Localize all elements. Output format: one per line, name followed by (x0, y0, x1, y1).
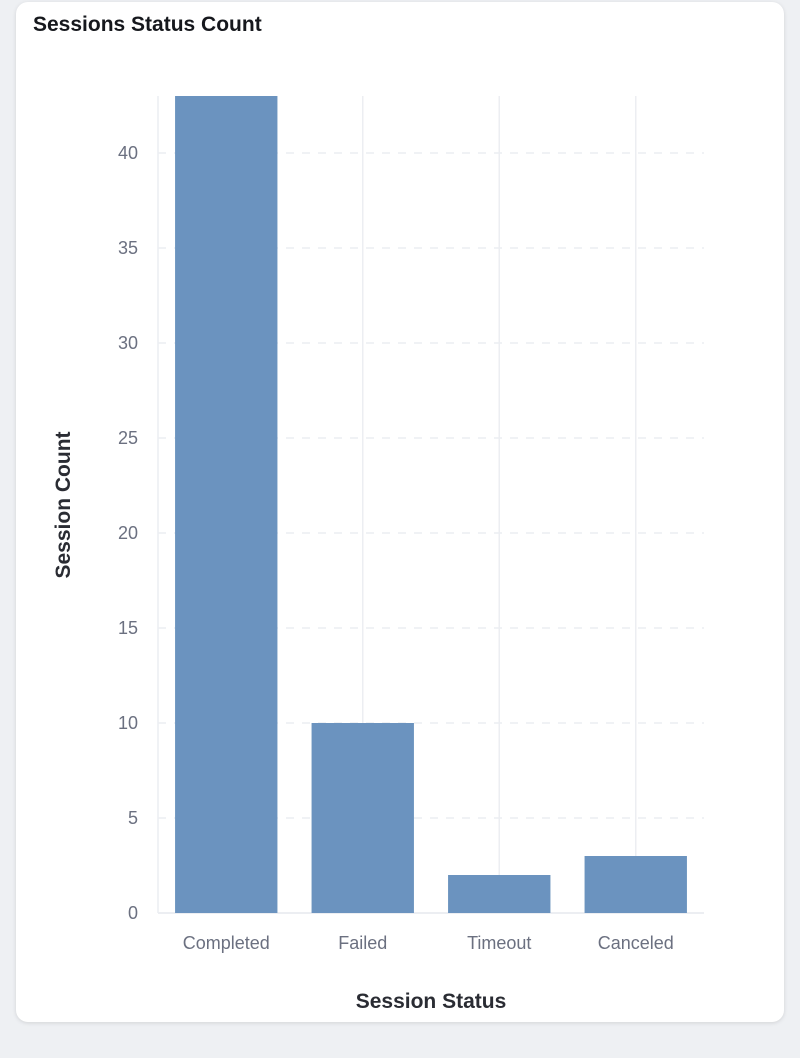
bar-canceled (584, 856, 687, 913)
bar-failed (311, 723, 414, 913)
x-tick-label: Timeout (467, 933, 531, 953)
y-tick-label: 15 (118, 618, 138, 638)
y-tick-label: 25 (118, 428, 138, 448)
bars (175, 96, 687, 913)
bar-timeout (448, 875, 551, 913)
bar-completed (175, 96, 278, 913)
y-tick-label: 10 (118, 713, 138, 733)
y-tick-label: 30 (118, 333, 138, 353)
x-tick-label: Failed (338, 933, 387, 953)
x-tick-label: Canceled (598, 933, 674, 953)
x-ticks: Completed Failed Timeout Canceled (183, 933, 674, 953)
y-tick-label: 40 (118, 143, 138, 163)
x-tick-label: Completed (183, 933, 270, 953)
y-tick-label: 5 (128, 808, 138, 828)
y-tick-label: 0 (128, 903, 138, 923)
y-tick-label: 35 (118, 238, 138, 258)
y-tick-label: 20 (118, 523, 138, 543)
y-axis-label: Session Count (52, 431, 75, 578)
y-ticks: 0 5 10 15 20 25 30 35 40 (118, 143, 138, 923)
chart-title: Sessions Status Count (33, 13, 262, 36)
x-axis-label: Session Status (356, 990, 507, 1013)
